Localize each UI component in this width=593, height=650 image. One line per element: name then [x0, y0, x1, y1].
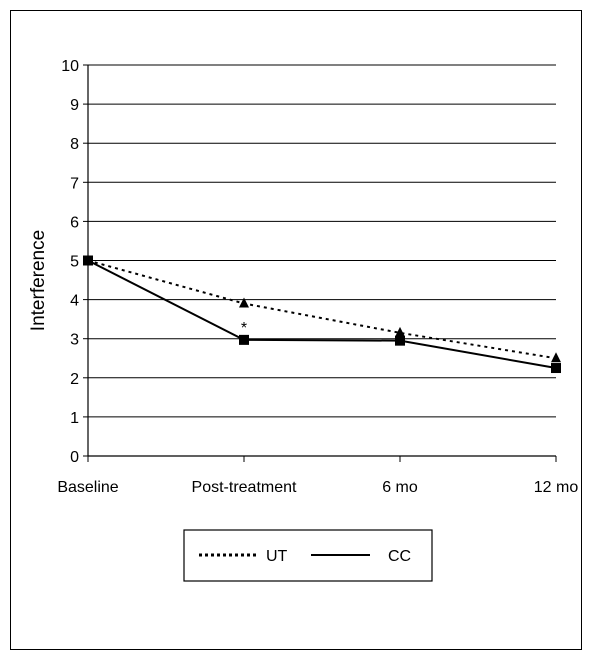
- y-tick-label-7: 7: [70, 175, 79, 192]
- y-axis-label: Interference: [28, 230, 49, 331]
- line-chart: 0 1 2 3 4 5 6 7 8 9 10 Baseline Post-treatment 6 mo 1…: [28, 58, 578, 582]
- point-UT-1: [239, 297, 249, 308]
- point-CC-1: [239, 334, 249, 345]
- series-line-CC: [87, 259, 557, 370]
- y-tick-label-2: 2: [70, 371, 79, 388]
- annotations: *: [241, 320, 247, 337]
- point-UT-2: [395, 326, 405, 337]
- y-tick-label-3: 3: [70, 332, 79, 349]
- y-tick-label-0: 0: [70, 449, 79, 466]
- x-tick-label-0: Baseline: [57, 479, 118, 496]
- series-line-UT: [87, 259, 557, 360]
- legend-label-CC: CC: [388, 548, 411, 565]
- y-tick-label-8: 8: [70, 136, 79, 153]
- legend-label-UT: UT: [266, 548, 288, 565]
- point-CC-2: [395, 335, 405, 346]
- y-tick-label-5: 5: [70, 254, 79, 271]
- y-tick-labels: 0 1 2 3 4 5 6 7 8 9 10: [61, 58, 88, 466]
- y-tick-label-10: 10: [61, 58, 79, 75]
- x-tick-labels: Baseline Post-treatment 6 mo 12 mo: [57, 456, 578, 496]
- annotation-0: *: [241, 320, 247, 337]
- y-tick-label-6: 6: [70, 214, 79, 231]
- point-UT-3: [551, 352, 561, 363]
- grid-lines: [88, 64, 556, 418]
- point-CC-3: [551, 363, 561, 374]
- x-tick-label-2: 6 mo: [382, 479, 418, 496]
- y-tick-label-4: 4: [70, 293, 79, 310]
- y-tick-label-9: 9: [70, 97, 79, 114]
- y-tick-label-1: 1: [70, 410, 79, 427]
- x-tick-label-1: Post-treatment: [192, 479, 297, 496]
- point-CC-0: [83, 255, 93, 266]
- series-lines: [83, 254, 561, 374]
- legend: UT CC: [183, 529, 433, 582]
- x-tick-label-3: 12 mo: [534, 479, 579, 496]
